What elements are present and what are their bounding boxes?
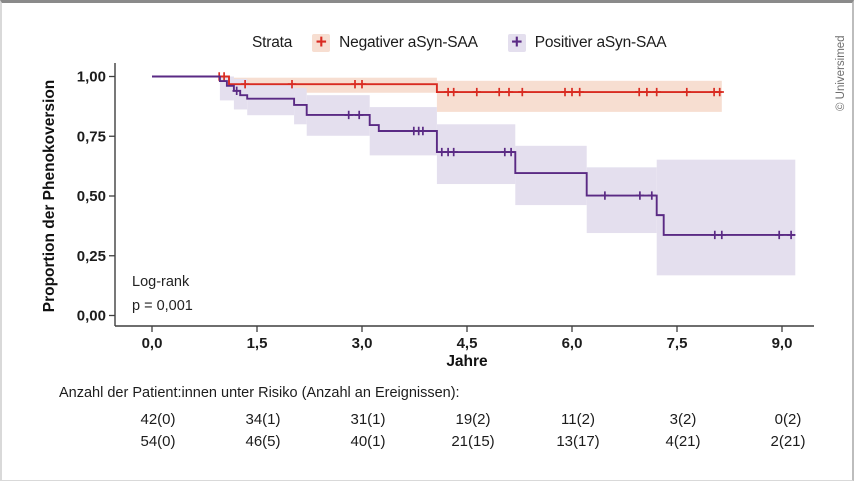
risk-table-cell: 19(2)	[455, 411, 490, 428]
censor-mark-icon	[219, 72, 229, 81]
confidence-bands	[219, 76, 796, 276]
censor-mark-icon	[642, 87, 652, 97]
x-tick-label: 7,5	[667, 335, 688, 352]
risk-table-cell: 0(2)	[775, 411, 802, 428]
censor-mark-icon	[652, 87, 661, 97]
km-curve	[152, 75, 796, 236]
ci-band	[294, 87, 307, 125]
censor-mark-icon	[240, 79, 250, 89]
censor-mark-icon	[472, 87, 481, 97]
risk-table-cell: 40(1)	[350, 433, 385, 450]
y-tick-label: 0,50	[77, 188, 106, 205]
y-tick-label: 0,00	[77, 308, 106, 325]
censor-mark-icon	[232, 86, 241, 96]
tick-labels: 0,0 1,5 3,0 4,5 6,0 7,5 9,0 1,00 0,75 0,50 0,25 0,0…	[77, 69, 793, 353]
legend-item-negativ: + Negativer aSyn-SAA	[312, 33, 478, 52]
risk-table-cell: 3(2)	[670, 411, 697, 428]
legend-item-label: Negativer aSyn-SAA	[339, 34, 478, 51]
risk-table-cell: 34(1)	[245, 411, 280, 428]
x-tick-label: 6,0	[562, 335, 583, 352]
risk-table-values: 42(0) 34(1) 31(1) 19(2) 11(2) 3(2) 0(2) 54(0) 46…	[140, 411, 805, 450]
plus-marker-icon: +	[507, 33, 526, 52]
risk-table-cell: 31(1)	[350, 411, 385, 428]
ci-band	[586, 167, 657, 234]
censor-mark-icon	[635, 87, 644, 97]
y-tick-label: 0,75	[77, 128, 106, 145]
legend-item-positiv: + Positiver aSyn-SAA	[507, 33, 667, 52]
censor-mark-icon	[717, 230, 726, 240]
legend: Strata + Negativer aSyn-SAA + Positiver …	[252, 33, 696, 52]
risk-table-cell: 46(5)	[245, 433, 280, 450]
y-axis-title: Proportion der Phenokoversion	[41, 80, 58, 313]
survival-curves	[152, 72, 796, 240]
copyright-label: © Universimed	[835, 35, 847, 111]
y-tick-label: 0,25	[77, 248, 106, 265]
x-tick-label: 3,0	[352, 335, 373, 352]
censor-mark-icon	[600, 191, 610, 200]
risk-table-cell: 21(15)	[451, 433, 494, 450]
risk-table-cell: 54(0)	[140, 433, 175, 450]
ci-band	[436, 124, 516, 185]
risk-table-cell: 13(17)	[556, 433, 599, 450]
censor-mark-icon	[567, 87, 577, 97]
risk-table-cell: 11(2)	[561, 411, 595, 428]
p-value-label: p = 0,001	[132, 298, 193, 314]
x-tick-label: 0,0	[142, 335, 163, 352]
censor-mark-icon	[786, 230, 796, 240]
legend-title: Strata	[252, 34, 293, 51]
x-tick-label: 4,5	[457, 335, 478, 352]
logrank-label: Log-rank	[132, 274, 190, 290]
x-axis-title: Jahre	[446, 353, 488, 370]
censor-mark-icon	[357, 79, 367, 89]
censor-mark-icon	[635, 191, 645, 200]
censor-mark-icon	[495, 87, 504, 97]
censor-mark-icon	[449, 147, 458, 157]
censor-mark-icon	[647, 191, 656, 200]
plus-marker-icon: +	[312, 33, 331, 52]
censor-mark-icon	[449, 87, 458, 97]
x-tick-label: 1,5	[247, 335, 268, 352]
ci-band	[436, 80, 722, 112]
risk-table-title: Anzahl der Patient:innen unter Risiko (A…	[59, 385, 460, 401]
risk-table-cell: 42(0)	[140, 411, 175, 428]
ci-band	[515, 145, 587, 206]
censor-mark-icon	[518, 87, 527, 97]
y-tick-label: 1,00	[77, 69, 106, 86]
censor-mark-icon	[344, 110, 353, 120]
risk-table-cell: 2(21)	[770, 433, 805, 450]
ci-band	[219, 76, 234, 101]
axes	[109, 63, 814, 332]
legend-item-label: Positiver aSyn-SAA	[534, 34, 667, 51]
censor-mark-icon	[682, 87, 691, 97]
censor-mark-icon	[715, 87, 724, 97]
censor-mark-icon	[575, 87, 584, 97]
censor-mark-icon	[355, 110, 364, 120]
risk-table-cell: 4(21)	[665, 433, 700, 450]
censor-mark-icon	[418, 126, 428, 136]
ci-band	[656, 159, 796, 276]
censor-mark-icon	[287, 79, 297, 89]
censor-mark-icon	[504, 87, 514, 97]
censor-mark-icon	[506, 147, 516, 157]
x-tick-label: 9,0	[772, 335, 793, 352]
km-chart: 0,0 1,5 3,0 4,5 6,0 7,5 9,0 1,00 0,75 0,50 0,25 0,0…	[41, 35, 847, 450]
censor-mark-icon	[775, 230, 784, 240]
